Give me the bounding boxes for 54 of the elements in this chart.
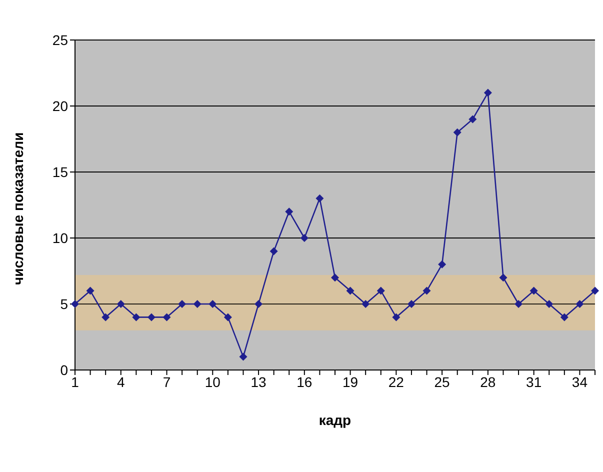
x-tick-label: 25 bbox=[434, 374, 450, 390]
x-tick-label: 13 bbox=[250, 374, 267, 390]
point bbox=[86, 286, 94, 295]
x-tick-label: 31 bbox=[526, 374, 542, 390]
point bbox=[102, 313, 110, 322]
point bbox=[392, 313, 400, 322]
x-tick-label: 34 bbox=[572, 374, 588, 390]
y-tick-label: 0 bbox=[60, 362, 68, 378]
point bbox=[591, 286, 599, 295]
point bbox=[132, 313, 140, 322]
point bbox=[376, 286, 385, 295]
y-axis-title: числовые показатели bbox=[10, 132, 26, 285]
point bbox=[285, 208, 294, 216]
point bbox=[545, 300, 554, 308]
point bbox=[239, 352, 248, 361]
y-tick-label: 10 bbox=[52, 230, 68, 246]
point bbox=[499, 274, 508, 282]
y-tick-label: 15 bbox=[52, 164, 68, 180]
y-tick-label: 5 bbox=[60, 296, 68, 312]
point bbox=[331, 274, 339, 282]
point bbox=[484, 88, 492, 97]
point bbox=[453, 128, 462, 136]
point bbox=[254, 300, 263, 308]
y-tick-label: 20 bbox=[52, 98, 68, 114]
point bbox=[530, 286, 538, 295]
point bbox=[300, 234, 308, 242]
x-tick-label: 4 bbox=[116, 374, 125, 390]
point bbox=[193, 300, 202, 308]
point bbox=[560, 313, 568, 322]
x-tick-label: 28 bbox=[480, 374, 496, 390]
point bbox=[514, 300, 523, 308]
point bbox=[162, 313, 171, 322]
point bbox=[208, 300, 217, 308]
x-tick-label: 7 bbox=[162, 374, 171, 390]
point bbox=[116, 300, 125, 308]
point bbox=[576, 300, 584, 308]
x-tick-label: 22 bbox=[388, 374, 404, 390]
x-axis-title: кадр bbox=[318, 412, 352, 428]
point bbox=[362, 300, 370, 308]
x-tick-label: 16 bbox=[296, 374, 312, 390]
x-tick-label: 19 bbox=[342, 374, 358, 390]
point bbox=[316, 194, 324, 202]
point bbox=[178, 300, 186, 308]
point bbox=[346, 286, 354, 295]
point bbox=[224, 313, 232, 322]
x-tick-label: 10 bbox=[204, 374, 221, 390]
point bbox=[468, 115, 477, 124]
x-tick-label: 1 bbox=[71, 374, 80, 390]
point bbox=[270, 247, 278, 256]
point bbox=[438, 260, 446, 268]
point bbox=[407, 300, 416, 308]
y-tick-label: 25 bbox=[52, 32, 68, 48]
point bbox=[422, 286, 431, 295]
point bbox=[147, 313, 156, 322]
